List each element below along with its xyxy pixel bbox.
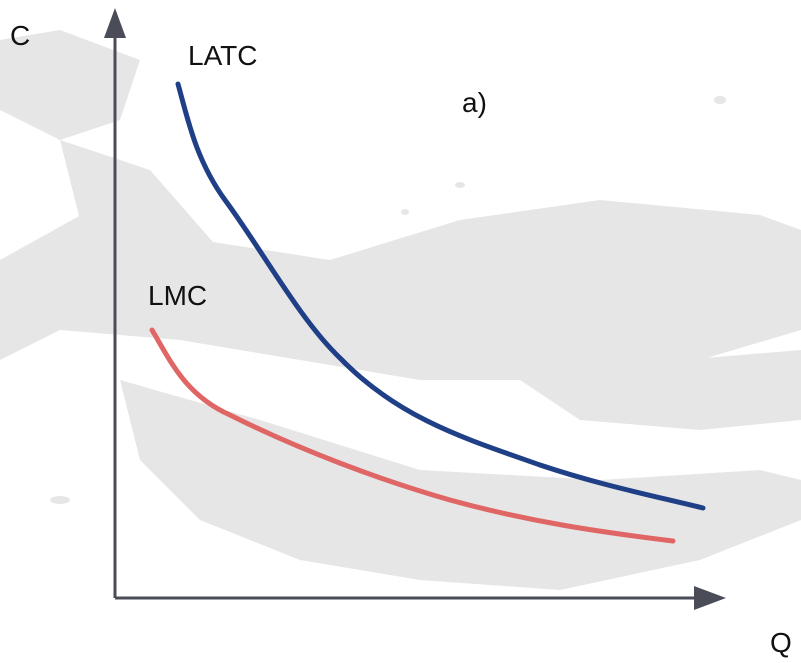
background-brush: [0, 30, 801, 590]
x-axis-label: Q: [770, 627, 792, 658]
curve-label: LATC: [188, 40, 258, 71]
x-arrow: [694, 586, 726, 610]
panel-label: a): [462, 87, 487, 118]
axes: [113, 30, 700, 600]
lmc-curve: [149, 327, 676, 544]
y-axis-label: C: [10, 20, 30, 51]
latc-curve: [175, 81, 706, 511]
y-arrow: [104, 8, 126, 38]
curve-label: LMC: [148, 280, 207, 311]
